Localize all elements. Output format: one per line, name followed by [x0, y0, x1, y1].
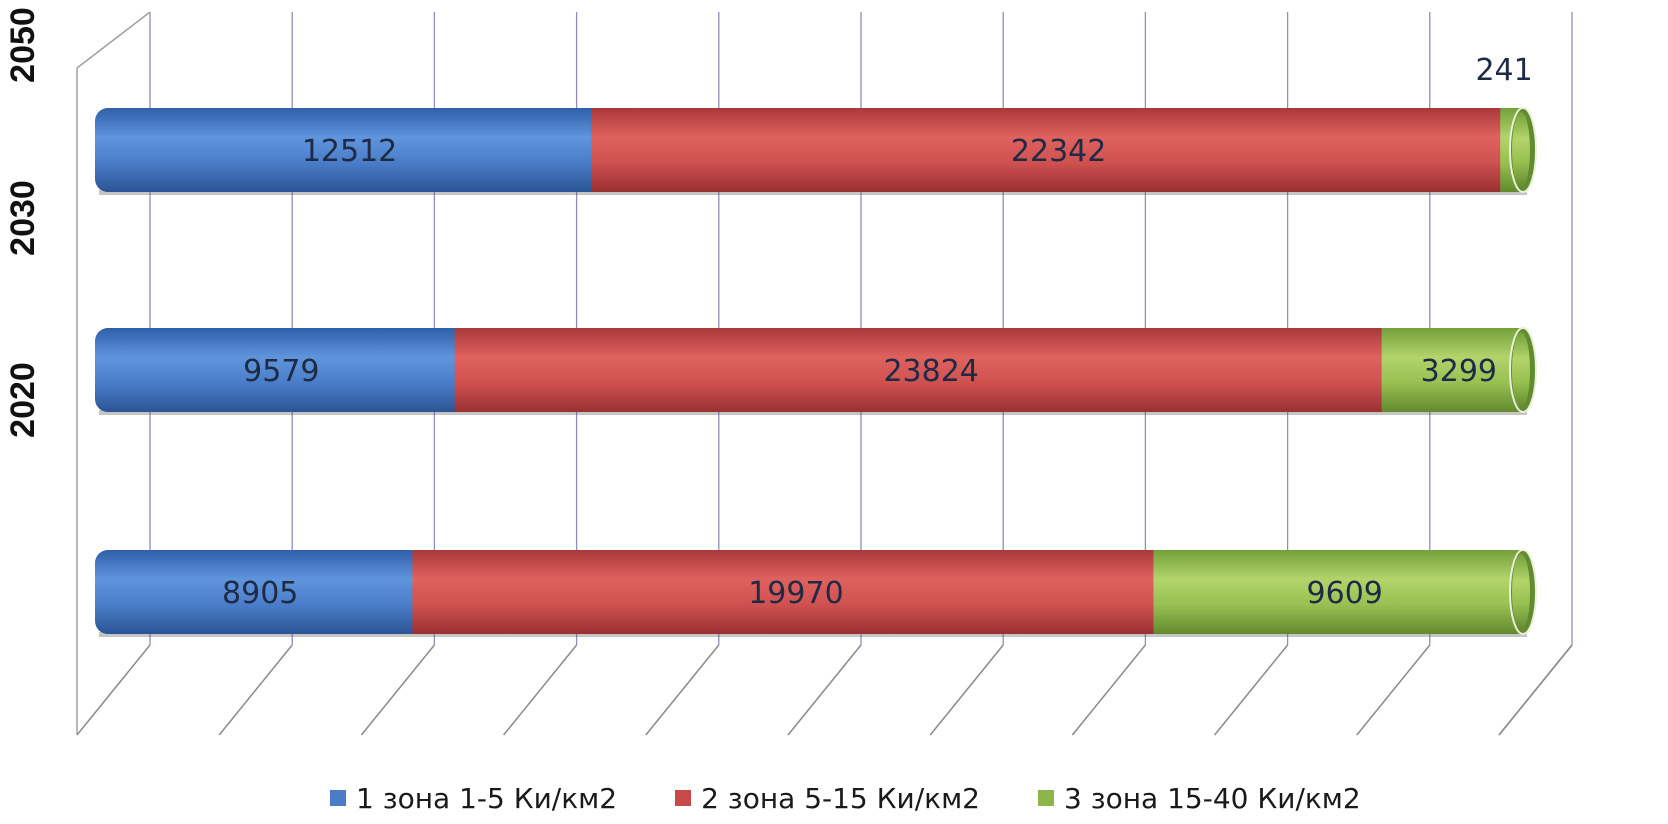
- category-tick-label: 2020: [4, 362, 42, 438]
- floor-gridline: [1214, 644, 1289, 736]
- category-axis: 2020 2030 2050: [4, 7, 42, 438]
- floor-edge: [1498, 644, 1573, 736]
- data-label: 241: [1475, 53, 1532, 88]
- side-wall-top-edge: [76, 11, 151, 69]
- legend-item-zone3: 3 зона 15-40 Ки/км2: [1038, 782, 1361, 815]
- bar-cap-right-face: [1512, 112, 1530, 188]
- bars-group: [95, 107, 1537, 637]
- bar-segment-zone1: [95, 328, 468, 412]
- data-label: 19970: [748, 576, 843, 611]
- bar-shadow: [99, 410, 1527, 415]
- legend-item-zone1: 1 зона 1-5 Ки/км2: [330, 782, 617, 815]
- legend: 1 зона 1-5 Ки/км2 2 зона 5-15 Ки/км2 3 з…: [330, 778, 1419, 818]
- legend-swatch-zone2: [675, 790, 692, 806]
- bar-shadow: [99, 632, 1527, 637]
- bar-shadow: [99, 190, 1527, 195]
- bar-segment-zone2: [454, 328, 1395, 412]
- bar-cap-left: [95, 550, 121, 634]
- floor-gridline: [1071, 644, 1146, 736]
- legend-item-zone2: 2 зона 5-15 Ки/км2: [675, 782, 980, 815]
- bar-cap-left: [95, 328, 121, 412]
- data-label: 22342: [1011, 134, 1106, 169]
- floor-gridline: [645, 644, 720, 736]
- floor-gridline: [76, 644, 151, 736]
- bar-segment-zone3: [1153, 550, 1523, 634]
- bar-cap-right-face: [1512, 332, 1530, 408]
- bar-segment-zone2: [412, 550, 1167, 634]
- legend-label-zone2: 2 зона 5-15 Ки/км2: [701, 781, 980, 815]
- floor-gridline: [218, 644, 293, 736]
- floor-gridline: [787, 644, 862, 736]
- legend-label-zone1: 1 зона 1-5 Ки/км2: [356, 781, 618, 815]
- floor-gridline: [360, 644, 435, 736]
- floor-gridline: [929, 644, 1004, 736]
- data-label: 9579: [243, 354, 319, 389]
- floor-gridline: [1356, 644, 1431, 736]
- legend-swatch-zone3: [1038, 790, 1054, 806]
- bar-segment-zone3: [1381, 328, 1523, 412]
- bar-cap-right-face: [1512, 554, 1530, 630]
- legend-swatch-zone1: [330, 790, 346, 806]
- bar-segment-zone2: [591, 108, 1514, 192]
- bar-cap-left: [95, 108, 121, 192]
- floor-gridline: [503, 644, 578, 736]
- category-tick-label: 2050: [4, 7, 42, 83]
- bar-segment-zone1: [95, 550, 426, 634]
- data-labels-group: 8905 19970 9609 9579 23824 3299 12512 22342 241: [222, 53, 1533, 611]
- category-tick-label: 2030: [4, 180, 42, 256]
- data-label: 3299: [1421, 354, 1497, 389]
- legend-label-zone3: 3 зона 15-40 Ки/км2: [1064, 781, 1361, 815]
- data-label: 12512: [302, 134, 397, 169]
- data-label: 9609: [1307, 576, 1383, 611]
- bar-segment-zone1: [95, 108, 605, 192]
- data-label: 23824: [883, 354, 978, 389]
- data-label: 8905: [222, 576, 298, 611]
